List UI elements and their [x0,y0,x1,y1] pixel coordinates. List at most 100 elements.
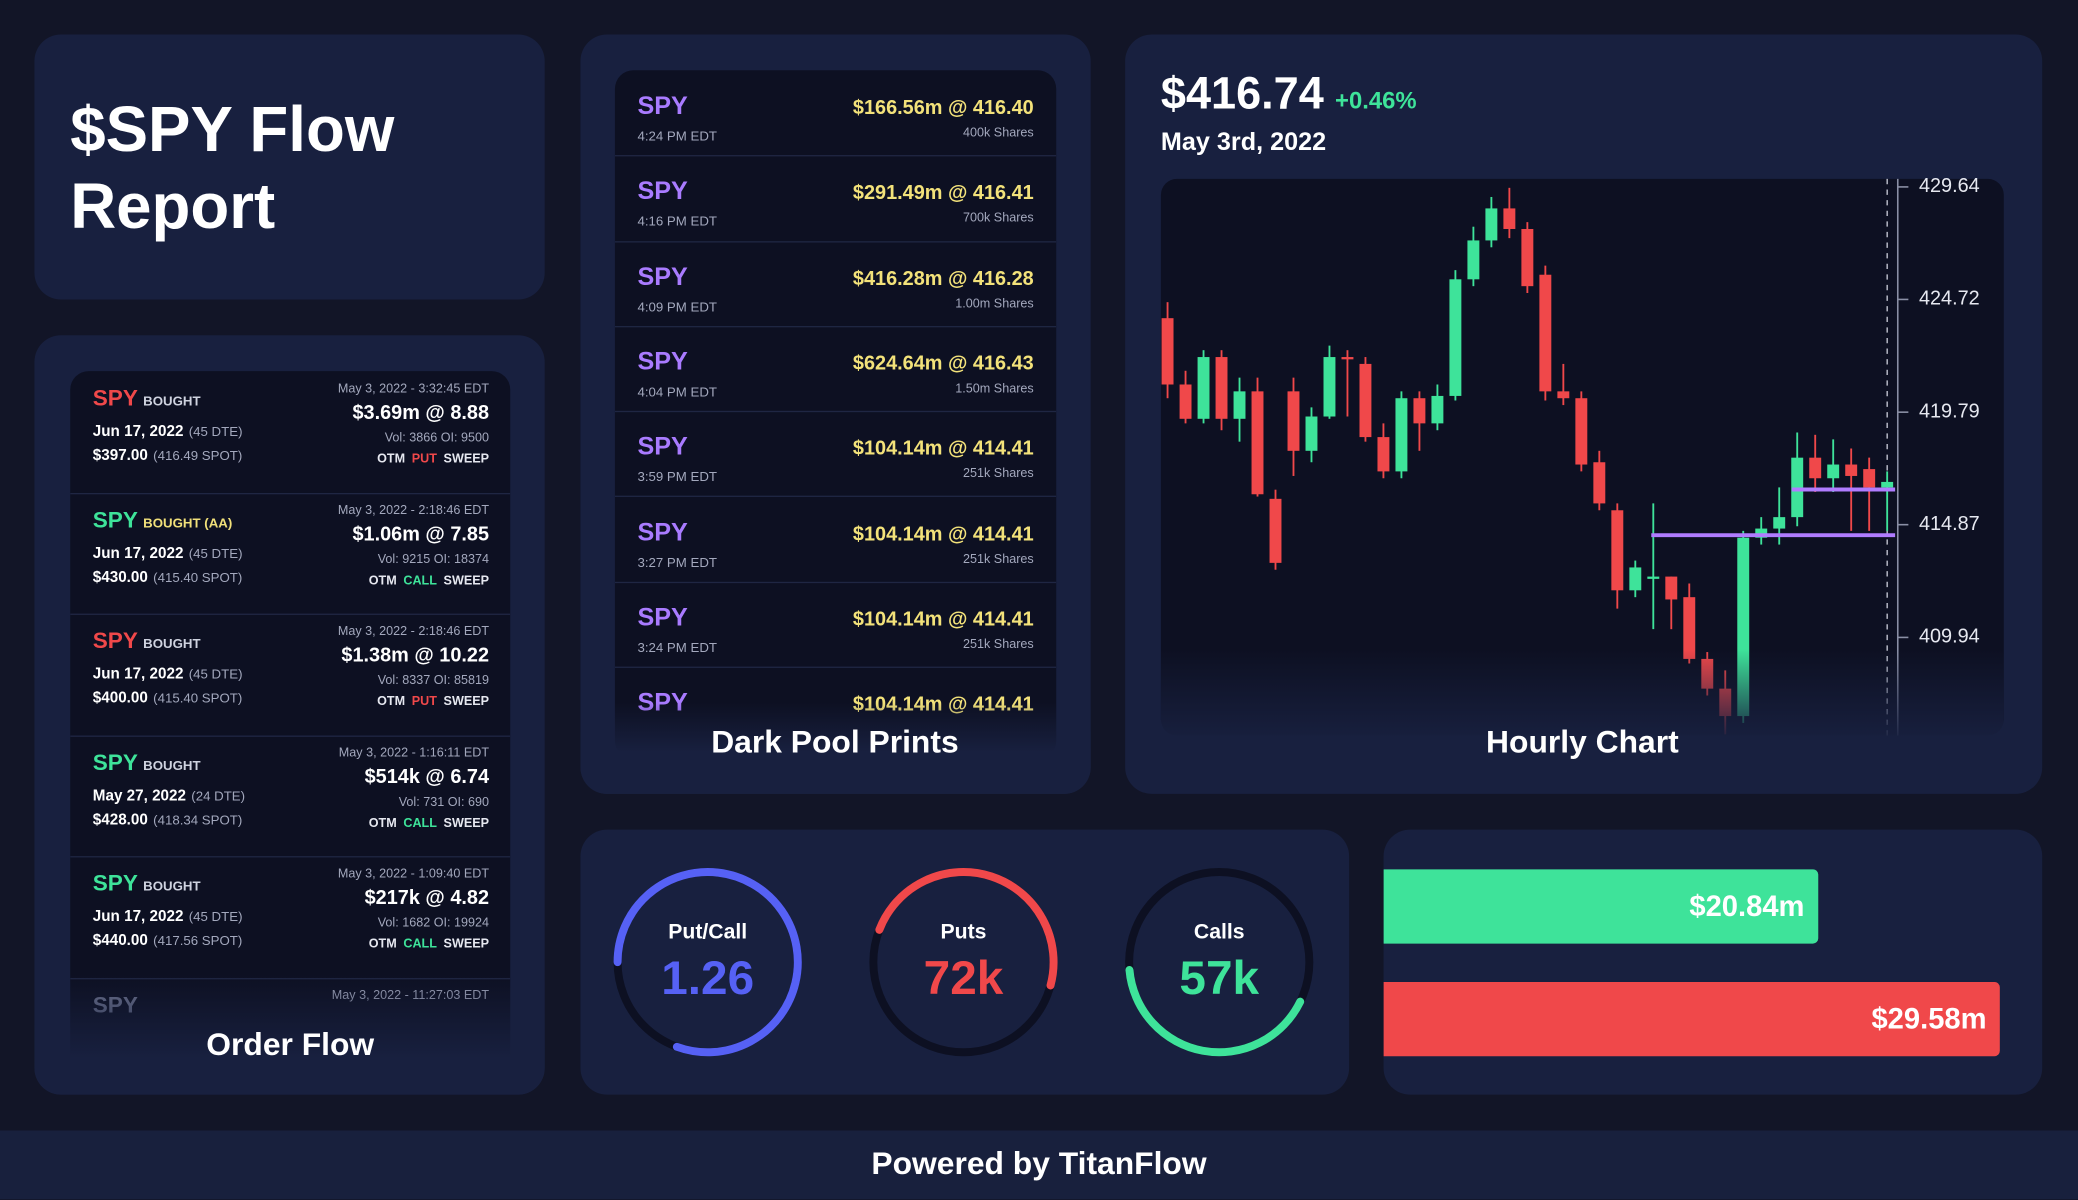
print-row: SPY 4:24 PM EDT $166.56m @ 416.40 400k Shar… [614,70,1057,157]
print-amount: $166.56m @ 416.40 [852,96,1034,120]
gauge-label: Calls [1193,921,1245,944]
premium: $1.06m @ 7.85 [352,522,490,546]
tag: OTM [368,573,397,588]
print-row: SPY 3:27 PM EDT $104.14m @ 414.41 251k Shar… [614,496,1057,583]
spot: (418.34 SPOT) [153,813,243,828]
print-row: SPY 4:16 PM EDT $291.49m @ 416.41 700k Shar… [614,155,1057,242]
fade [1160,649,2004,743]
panel-label: Order Flow [206,1027,375,1063]
strike-line: $397.00 (416.49 SPOT) [93,443,243,467]
fade [580,702,1091,794]
expiry-line: Jun 17, 2022 (45 DTE) [93,904,243,928]
ticker: SPY [92,628,138,654]
candle-body [1665,576,1678,600]
y-tick-label: 414.87 [1919,513,1980,535]
tags: OTM CALL SWEEP [369,937,489,952]
panel-label: Hourly Chart [1486,724,1679,761]
ticker: SPY [92,506,138,533]
ticker: SPY [637,433,688,462]
tag: PUT [411,694,437,710]
candle-body [1539,274,1552,392]
tags: OTM PUT SWEEP [377,452,489,467]
tag: SWEEP [443,694,490,710]
panel-label: Dark Pool Prints [711,724,959,761]
gauge-value: 72k [923,950,1004,1005]
action: BOUGHT [143,637,201,653]
candle-body [1863,469,1876,488]
candle-body [1179,384,1192,419]
volume: Vol: 8337 OI: 85819 [377,673,490,688]
order-head: SPY BOUGHT [93,386,201,413]
gauge-value: 1.26 [661,950,755,1005]
strike-line: $440.00 (417.56 SPOT) [93,928,243,952]
tag: CALL [403,573,437,588]
candle-body [1449,279,1462,396]
print-row: SPY 3:59 PM EDT $104.14m @ 414.41 251k Shar… [614,411,1057,498]
candle-body [1323,357,1336,417]
print-amount: $104.14m @ 414.41 [852,608,1034,631]
print-amount: $104.14m @ 414.41 [852,437,1034,461]
premium: $217k @ 4.82 [364,886,490,910]
y-tick-label: 419.79 [1919,400,1980,422]
candle-body [1341,357,1354,360]
strike: $400.00 [92,690,148,707]
print-amount: $624.64m @ 416.43 [852,352,1034,375]
candle-body [1503,208,1516,229]
order-time: May 3, 2022 - 1:09:40 EDT [337,866,490,882]
order-row: SPY BOUGHT Jun 17, 2022 (45 DTE) $397.00 (416… [70,371,511,494]
print-shares: 251k Shares [963,637,1034,652]
price: $416.74 [1160,68,1324,120]
dte: (24 DTE) [191,789,246,804]
candle-body [1557,391,1570,399]
candle-body [1809,457,1822,479]
ticker: SPY [637,92,688,121]
strike: $428.00 [92,811,148,828]
tag: OTM [377,694,406,710]
expiry-line: May 27, 2022 (24 DTE) [93,783,245,807]
chart-date: May 3rd, 2022 [1160,128,1327,157]
candle-body [1593,462,1606,504]
tag: CALL [403,815,437,831]
tags: OTM PUT SWEEP [377,694,489,709]
dte: (45 DTE) [188,425,243,440]
action: BOUGHT [143,394,201,410]
tags: OTM CALL SWEEP [369,816,489,831]
candle-body [1431,395,1444,424]
strike-line: $428.00 (418.34 SPOT) [93,806,243,830]
candle-body [1485,208,1498,241]
expiry: May 27, 2022 [92,787,186,804]
candle-body [1269,498,1282,563]
candle-body [1881,481,1894,488]
candle-body [1629,567,1642,591]
print-time: 3:24 PM EDT [637,641,718,656]
candle-body [1683,597,1696,659]
order-head: SPY BOUGHT [93,749,201,776]
footer-text: Powered by TitanFlow [871,1146,1207,1183]
ticker: SPY [92,870,138,896]
bar: $20.84m [1383,869,1818,944]
tag: SWEEP [443,815,490,831]
action: BOUGHT [143,879,201,895]
candle-body [1413,398,1426,424]
strike-line: $430.00 (415.40 SPOT) [93,564,243,588]
order-row: SPY BOUGHT May 27, 2022 (24 DTE) $428.00 (418… [70,735,511,858]
ticker: SPY [92,749,138,775]
print-shares: 251k Shares [963,551,1034,567]
expiry-line: Jun 17, 2022 (45 DTE) [93,540,243,564]
print-time: 4:04 PM EDT [637,385,718,401]
print-shares: 1.00m Shares [955,296,1034,311]
gauge-value: 57k [1179,950,1260,1005]
expiry: Jun 17, 2022 [92,545,184,562]
ticker: SPY [637,604,688,632]
ticker: SPY [637,177,688,206]
report-title: $SPY Flow Report [70,95,395,243]
candle-body [1773,517,1786,529]
title-panel: $SPY Flow Report [34,34,545,300]
candle-body [1845,464,1858,476]
order-head: SPY BOUGHT [93,628,201,655]
print-shares: 1.50m Shares [955,381,1034,397]
order-time: May 3, 2022 - 1:16:11 EDT [338,745,490,761]
bar-label: $29.58m [1871,1001,1987,1036]
candle-body [1611,510,1624,591]
